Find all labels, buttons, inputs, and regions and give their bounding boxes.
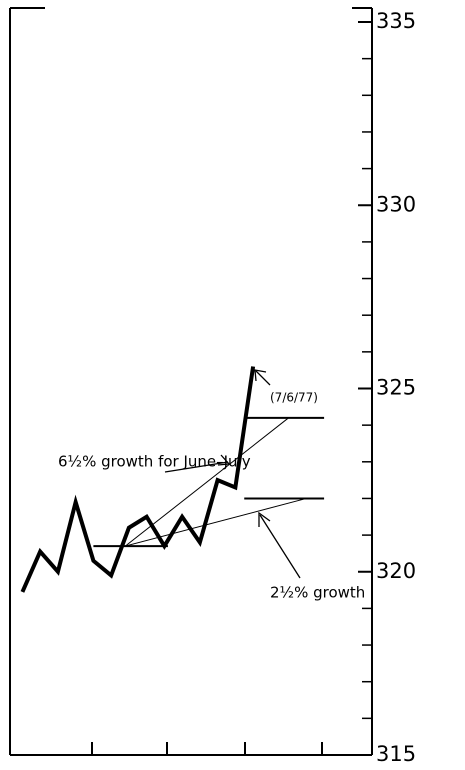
arrow-line [164,461,229,473]
data-line [125,497,307,547]
y-tick-label: 325 [376,376,416,400]
annotation: 6½% growth for June–July [58,453,251,471]
arrow-head [254,369,267,382]
y-tick-label: 335 [376,9,416,33]
data-line [125,417,289,547]
annotation: (7/6/77) [270,391,318,405]
arrow-head [217,454,231,466]
y-tick-label: 315 [376,742,416,766]
annotation: 2½% growth [270,584,365,602]
y-tick-label: 320 [376,559,416,583]
frame [9,7,373,756]
arrow-line [259,514,301,579]
arrows [164,369,301,579]
y-tick-label: 330 [376,192,416,216]
arrow-head [258,511,271,527]
arrow-line [255,370,271,386]
data-line [20,366,256,593]
